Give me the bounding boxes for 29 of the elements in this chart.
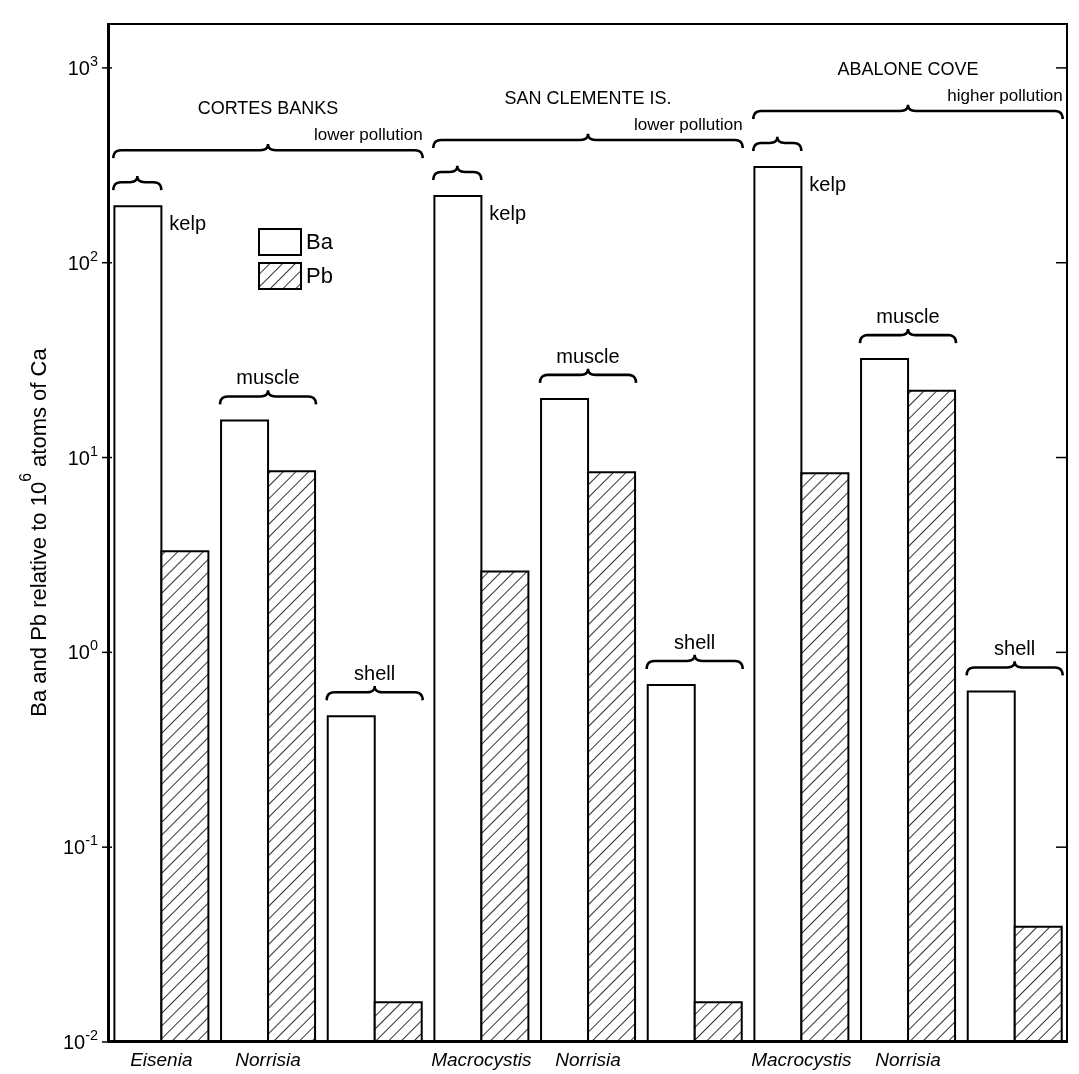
annotation: muscle: [876, 305, 940, 328]
legend-label: Ba: [306, 229, 333, 255]
x-tick-label: Norrisia: [235, 1049, 301, 1070]
annotation: muscle: [236, 366, 300, 389]
annotation: shell: [994, 637, 1036, 660]
y-tick-label: 10$^{-1}$: [62, 832, 98, 859]
y-tick-label: 10$^{-2}$: [62, 1027, 98, 1053]
annotation: muscle: [556, 344, 620, 367]
annotation: kelp: [169, 212, 207, 235]
annotation: higher pollution: [947, 85, 1063, 105]
annotation: shell: [354, 662, 396, 685]
annotation: ABALONE COVE: [837, 58, 979, 79]
annotation: kelp: [809, 172, 847, 195]
x-tick-label: Eisenia: [130, 1049, 193, 1070]
y-tick-label: 10$^{1}$: [67, 442, 98, 469]
y-tick-label: 10$^{3}$: [67, 52, 98, 79]
annotation: kelp: [489, 202, 527, 225]
y-tick-label: 10$^{0}$: [67, 637, 98, 664]
x-tick-label: Macrocystis: [751, 1049, 852, 1070]
annotation: lower pollution: [313, 125, 423, 145]
annotation: CORTES BANKS: [197, 98, 339, 119]
annotation: lower pollution: [633, 115, 743, 135]
x-tick-label: Macrocystis: [431, 1049, 532, 1070]
y-tick-label: 10$^{2}$: [67, 247, 98, 274]
legend-label: Pb: [306, 263, 333, 289]
x-tick-label: Norrisia: [875, 1049, 941, 1070]
annotation: shell: [674, 630, 716, 653]
annotation: SAN CLEMENTE IS.: [504, 88, 672, 109]
x-tick-label: Norrisia: [555, 1049, 621, 1070]
